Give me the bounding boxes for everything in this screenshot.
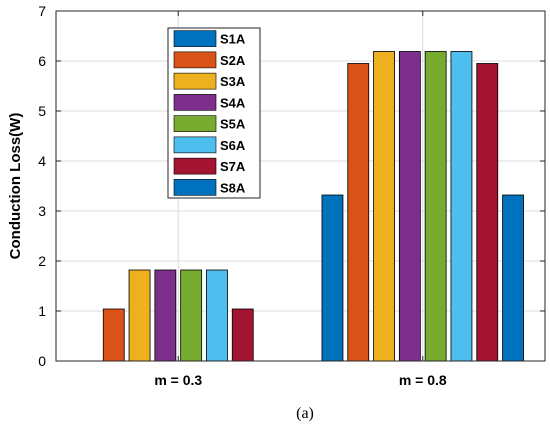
bar-s4a-1 (154, 269, 177, 362)
bar-s3a-2 (373, 51, 395, 362)
y-tick-label: 6 (38, 53, 46, 69)
legend-label: S6A (220, 138, 246, 153)
y-tick-label: 7 (38, 3, 46, 19)
legend-label: S4A (220, 95, 246, 110)
bars (102, 51, 524, 362)
x-tick-label: m = 0.8 (399, 372, 447, 388)
legend-label: S3A (220, 74, 246, 89)
x-tick-label: m = 0.3 (154, 372, 202, 388)
y-tick-label: 1 (38, 303, 46, 319)
bar-s5a-1 (180, 269, 203, 362)
bar-s1a-2 (321, 194, 344, 362)
legend-swatch (173, 157, 217, 175)
plot-area-border (55, 10, 546, 362)
bar-s5a-2 (424, 51, 447, 362)
legend-label: S2A (220, 53, 246, 68)
y-axis-label: Conduction Loss(W) (7, 113, 24, 260)
legend-label: S5A (220, 117, 246, 132)
y-tick-label: 4 (38, 153, 46, 169)
legend-swatch (173, 136, 217, 154)
legend-swatch (173, 30, 217, 47)
legend-swatch (173, 179, 217, 196)
axes-frame (55, 10, 546, 362)
bar-s3a-1 (128, 269, 151, 362)
y-tick-label: 5 (38, 103, 46, 119)
bar-s2a-2 (347, 63, 370, 362)
x-tick-labels: m = 0.3 m = 0.8 (154, 372, 447, 388)
bar-s7a-1 (231, 308, 254, 362)
bar-s6a-1 (206, 269, 228, 362)
y-tick-label: 0 (38, 353, 46, 369)
y-tick-label: 2 (38, 253, 46, 269)
legend-swatch (173, 94, 217, 111)
bar-s7a-2 (476, 63, 499, 362)
legend-label: S7A (220, 159, 246, 174)
legend: S1A S2A S3A S4A S5A S6A S7A S8A (167, 27, 261, 199)
figure-caption: (a) (296, 405, 314, 422)
legend-swatch (173, 51, 217, 69)
bar-s4a-2 (398, 51, 421, 362)
legend-label: S8A (220, 180, 246, 195)
legend-label: S1A (220, 32, 246, 47)
legend-swatch (173, 72, 217, 90)
legend-swatch (173, 115, 217, 132)
bar-s2a-1 (102, 308, 125, 362)
y-tick-label: 3 (38, 203, 46, 219)
y-tick-labels: 0 1 2 3 4 5 6 7 (38, 3, 46, 369)
bar-s6a-2 (450, 51, 473, 362)
bar-s8a-2 (502, 194, 524, 362)
